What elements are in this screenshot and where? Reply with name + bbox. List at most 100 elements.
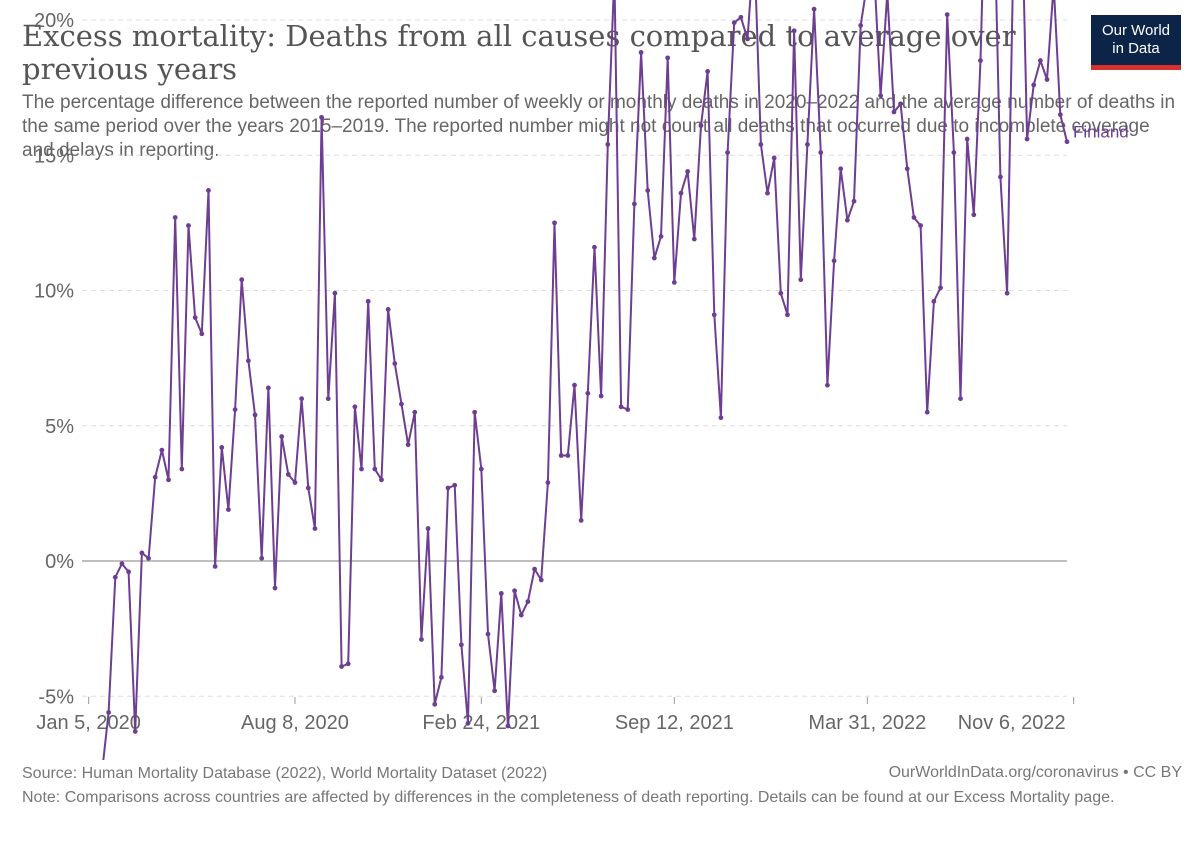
- data-point[interactable]: [465, 720, 471, 726]
- data-point[interactable]: [239, 277, 245, 283]
- data-point[interactable]: [798, 277, 804, 283]
- data-point[interactable]: [705, 68, 711, 74]
- data-point[interactable]: [671, 279, 677, 285]
- data-point[interactable]: [978, 58, 983, 63]
- data-point[interactable]: [332, 290, 338, 296]
- data-point[interactable]: [572, 382, 577, 388]
- data-point[interactable]: [352, 404, 358, 410]
- data-point[interactable]: [651, 255, 657, 261]
- data-point[interactable]: [265, 385, 271, 391]
- data-point[interactable]: [745, 36, 750, 42]
- data-point[interactable]: [279, 434, 285, 439]
- data-point[interactable]: [1004, 290, 1010, 296]
- data-point[interactable]: [698, 123, 704, 128]
- data-point[interactable]: [944, 12, 950, 17]
- data-point[interactable]: [691, 236, 697, 242]
- data-point[interactable]: [565, 453, 571, 458]
- data-point[interactable]: [252, 412, 258, 418]
- data-point[interactable]: [299, 396, 305, 402]
- data-point[interactable]: [598, 393, 604, 399]
- data-point[interactable]: [106, 710, 112, 715]
- data-point[interactable]: [831, 258, 837, 264]
- data-point[interactable]: [425, 526, 431, 531]
- data-point[interactable]: [505, 723, 511, 729]
- data-point[interactable]: [385, 307, 391, 312]
- data-point[interactable]: [285, 472, 291, 477]
- data-point[interactable]: [592, 244, 597, 250]
- data-point[interactable]: [585, 390, 591, 396]
- data-point[interactable]: [785, 312, 790, 318]
- data-point[interactable]: [858, 23, 864, 28]
- data-point[interactable]: [951, 150, 957, 155]
- data-point[interactable]: [738, 14, 744, 20]
- owid-logo[interactable]: Our World in Data: [1091, 15, 1181, 70]
- data-point[interactable]: [319, 114, 324, 120]
- data-point[interactable]: [325, 396, 331, 402]
- data-point[interactable]: [552, 220, 557, 226]
- data-point[interactable]: [345, 661, 351, 667]
- data-point[interactable]: [445, 485, 451, 491]
- data-point[interactable]: [924, 409, 930, 415]
- data-point[interactable]: [911, 215, 917, 220]
- data-point[interactable]: [512, 588, 518, 594]
- data-point[interactable]: [971, 212, 977, 218]
- data-point[interactable]: [904, 166, 910, 172]
- data-point[interactable]: [778, 290, 784, 296]
- data-point[interactable]: [851, 198, 857, 204]
- data-point[interactable]: [825, 382, 830, 388]
- data-point[interactable]: [538, 577, 544, 583]
- data-point[interactable]: [472, 409, 478, 415]
- data-point[interactable]: [765, 190, 770, 196]
- data-point[interactable]: [365, 298, 371, 304]
- data-point[interactable]: [958, 396, 963, 402]
- data-point[interactable]: [771, 155, 777, 161]
- data-point[interactable]: [478, 466, 484, 472]
- data-point[interactable]: [292, 480, 298, 485]
- data-point[interactable]: [432, 701, 438, 707]
- data-point[interactable]: [305, 485, 311, 491]
- data-point[interactable]: [339, 664, 344, 669]
- data-point[interactable]: [844, 217, 850, 223]
- data-point[interactable]: [618, 404, 624, 410]
- data-point[interactable]: [998, 174, 1003, 180]
- data-point[interactable]: [132, 729, 138, 734]
- data-point[interactable]: [558, 453, 564, 458]
- data-point[interactable]: [658, 234, 664, 239]
- data-point[interactable]: [458, 642, 464, 648]
- data-point[interactable]: [152, 474, 158, 480]
- data-point[interactable]: [186, 223, 191, 228]
- data-point[interactable]: [605, 142, 611, 147]
- data-point[interactable]: [245, 358, 251, 364]
- data-point[interactable]: [625, 407, 631, 412]
- data-point[interactable]: [312, 526, 318, 531]
- data-point[interactable]: [379, 477, 384, 483]
- data-point[interactable]: [818, 150, 824, 155]
- data-point[interactable]: [838, 166, 844, 172]
- data-point[interactable]: [678, 190, 684, 196]
- data-point[interactable]: [665, 55, 671, 61]
- data-point[interactable]: [731, 20, 737, 26]
- data-point[interactable]: [964, 136, 970, 142]
- data-point[interactable]: [412, 409, 418, 415]
- data-point[interactable]: [232, 407, 238, 412]
- data-point[interactable]: [938, 285, 943, 291]
- data-point[interactable]: [1031, 82, 1037, 88]
- data-point[interactable]: [791, 28, 797, 34]
- data-point[interactable]: [758, 142, 764, 147]
- series-line-finland[interactable]: [82, 0, 1068, 760]
- data-point[interactable]: [199, 331, 205, 337]
- data-point[interactable]: [645, 188, 651, 193]
- data-point[interactable]: [718, 415, 724, 421]
- data-point[interactable]: [139, 550, 145, 556]
- data-point[interactable]: [226, 507, 231, 513]
- data-point[interactable]: [891, 109, 897, 115]
- data-point[interactable]: [878, 93, 884, 99]
- data-point[interactable]: [359, 466, 364, 472]
- series-label-finland[interactable]: Finland: [1073, 123, 1129, 142]
- data-point[interactable]: [179, 466, 185, 472]
- data-point[interactable]: [811, 6, 817, 12]
- data-point[interactable]: [392, 361, 398, 366]
- data-point[interactable]: [492, 688, 498, 694]
- data-point[interactable]: [1064, 139, 1070, 145]
- data-point[interactable]: [1037, 58, 1043, 63]
